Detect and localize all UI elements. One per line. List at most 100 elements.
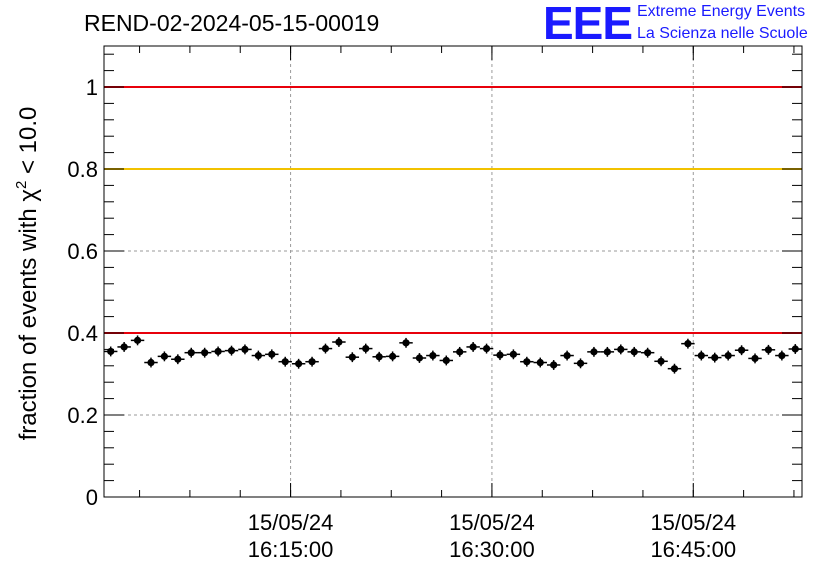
point-marker: [496, 351, 504, 359]
data-point: [466, 342, 480, 352]
point-marker: [697, 351, 705, 360]
point-marker: [751, 354, 759, 363]
point-marker: [120, 343, 128, 351]
y-tick-label: 0.8: [67, 157, 98, 182]
data-point: [265, 349, 279, 360]
point-marker: [778, 351, 786, 360]
data-point: [600, 346, 615, 357]
point-marker: [201, 349, 209, 357]
data-point: [520, 356, 534, 367]
point-marker: [737, 346, 746, 354]
data-point: [734, 345, 749, 356]
y-tick-labels: 0 0.2 0.4 0.6 0.8 1: [67, 75, 98, 510]
point-marker: [415, 354, 424, 362]
point-marker: [174, 355, 182, 363]
grid-lines: [104, 46, 802, 498]
data-point: [104, 346, 118, 357]
data-point: [506, 349, 521, 360]
data-point: [238, 344, 252, 355]
data-point: [748, 353, 762, 364]
point-marker: [764, 346, 773, 354]
data-point: [614, 344, 628, 355]
axis-ticks: [104, 46, 802, 498]
point-marker: [603, 348, 611, 356]
plot-frame: [103, 45, 803, 498]
data-point: [775, 350, 789, 361]
data-point: [694, 350, 709, 361]
point-marker: [630, 348, 638, 356]
x-tick-label: 15/05/24: [248, 510, 334, 535]
data-point: [453, 346, 467, 357]
point-marker: [227, 347, 236, 355]
y-axis-label: fraction of events with χ2 < 10.0: [13, 107, 42, 441]
data-point: [332, 337, 346, 347]
data-point: [533, 357, 547, 368]
point-marker: [456, 348, 464, 356]
data-point: [224, 345, 239, 356]
data-point: [426, 350, 440, 361]
data-point: [171, 354, 185, 365]
point-marker: [711, 354, 719, 362]
point-marker: [657, 357, 665, 365]
point-marker: [523, 358, 531, 366]
point-marker: [375, 353, 383, 361]
data-point: [667, 363, 682, 374]
point-marker: [362, 344, 370, 353]
point-marker: [268, 350, 276, 358]
y-axis-label-superscript: 2: [13, 181, 30, 189]
x-tick-label: 15/05/24: [650, 510, 736, 535]
data-point: [761, 344, 776, 355]
y-tick-label: 0.4: [67, 321, 98, 346]
point-marker: [254, 351, 262, 360]
x-tick-label: 16:15:00: [248, 537, 334, 562]
data-point: [721, 350, 735, 361]
data-point: [144, 357, 158, 368]
data-point: [251, 350, 266, 361]
point-marker: [281, 358, 289, 366]
data-point: [278, 356, 292, 367]
point-marker: [147, 358, 155, 367]
point-marker: [576, 359, 585, 367]
data-point: [157, 351, 172, 362]
y-tick-label: 0.6: [67, 239, 98, 264]
y-axis-label-tail: < 10.0: [15, 107, 42, 181]
point-marker: [724, 351, 732, 360]
point-marker: [335, 338, 343, 346]
point-marker: [187, 349, 195, 357]
data-point: [412, 353, 427, 363]
y-tick-label: 1: [86, 75, 98, 100]
data-point: [546, 360, 561, 370]
chart-title: REND-02-2024-05-15-00019: [84, 10, 380, 36]
point-marker: [133, 336, 142, 344]
data-point: [654, 356, 668, 367]
data-point: [372, 351, 386, 362]
point-marker: [402, 339, 410, 347]
reference-lines: [104, 86, 802, 334]
data-point: [345, 352, 360, 363]
data-point: [479, 343, 494, 354]
x-tick-label: 15/05/24: [449, 510, 535, 535]
point-marker: [644, 349, 652, 357]
point-marker: [670, 365, 679, 373]
eee-logo: EEE: [543, 0, 633, 49]
y-axis-label-main: fraction of events with χ: [15, 189, 42, 441]
point-marker: [509, 350, 518, 358]
data-point: [305, 356, 319, 367]
data-point: [708, 352, 722, 363]
point-marker: [536, 358, 544, 367]
point-marker: [321, 344, 330, 353]
data-point: [587, 346, 601, 357]
data-point: [627, 346, 641, 357]
data-point: [130, 335, 145, 346]
data-point: [211, 346, 225, 357]
data-point: [560, 350, 574, 361]
point-marker: [469, 343, 477, 351]
data-point: [399, 337, 413, 348]
point-marker: [308, 358, 316, 366]
x-tick-labels: 15/05/2416:15:0015/05/2416:30:0015/05/24…: [248, 510, 736, 562]
point-marker: [214, 347, 222, 356]
y-tick-label: 0: [86, 485, 98, 510]
point-marker: [550, 361, 558, 369]
point-marker: [241, 345, 249, 353]
